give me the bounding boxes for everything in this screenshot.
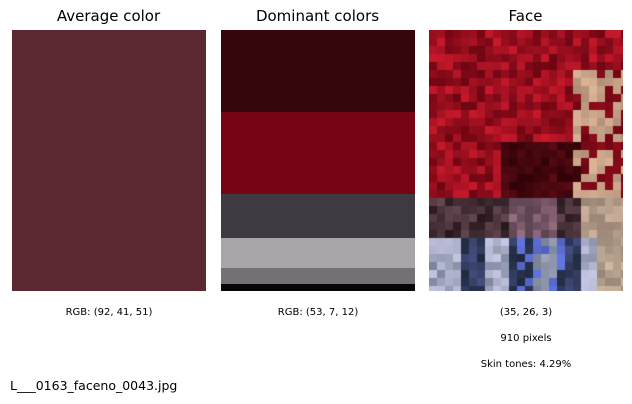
dominant-color-2	[221, 112, 415, 194]
dominant-color-5	[221, 268, 415, 284]
average-color-rgb: RGB: (92, 41, 51)	[65, 307, 153, 318]
face-image	[429, 30, 623, 291]
filename-label: L___0163_faceno_0043.jpg	[10, 378, 178, 393]
dominant-color-6	[221, 284, 415, 291]
average-color-title: Average color	[56, 7, 161, 25]
face-rgb: (35, 26, 3)	[499, 307, 553, 318]
dominant-colors-title: Dominant colors	[255, 7, 380, 25]
dominant-color-1	[221, 30, 415, 112]
face-pixel-image	[429, 30, 623, 291]
face-pixel-count: 910 pixels	[500, 333, 552, 344]
average-color-swatch	[12, 30, 206, 291]
dominant-colors-swatch	[221, 30, 415, 291]
face-title: Face	[508, 7, 543, 25]
dominant-color-rgb: RGB: (53, 7, 12)	[277, 307, 359, 318]
face-skin-tones: Skin tones: 4.29%	[480, 359, 572, 370]
dominant-color-4	[221, 238, 415, 268]
dominant-color-3	[221, 194, 415, 238]
